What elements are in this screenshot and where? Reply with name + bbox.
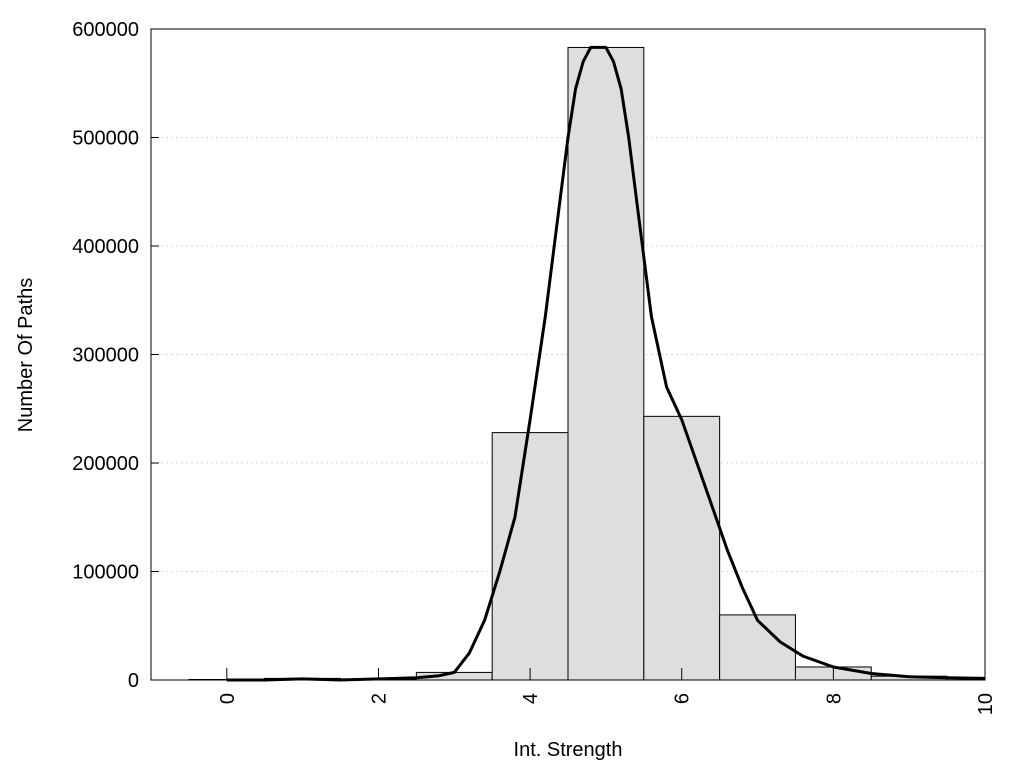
x-tick-label: 6 bbox=[672, 693, 694, 704]
y-tick-label: 600000 bbox=[72, 19, 139, 41]
y-tick-label: 500000 bbox=[72, 128, 139, 150]
x-tick-label: 4 bbox=[520, 693, 542, 704]
histogram-bar bbox=[491, 432, 569, 681]
x-tick-label: 8 bbox=[823, 693, 845, 704]
x-tick-label: 0 bbox=[217, 693, 239, 704]
y-axis-ticks: 0 100000 200000 300000 400000 500000 600000 bbox=[72, 19, 159, 692]
histogram-bar bbox=[567, 46, 645, 681]
y-tick-label: 300000 bbox=[72, 345, 139, 367]
y-axis-title: Number Of Paths bbox=[15, 278, 37, 433]
y-tick-label: 0 bbox=[128, 670, 139, 692]
y-tick-label: 400000 bbox=[72, 236, 139, 258]
density-curve bbox=[226, 45, 986, 682]
x-axis-title: Int. Strength bbox=[514, 739, 623, 761]
histogram-bars bbox=[188, 46, 986, 681]
x-tick-label: 2 bbox=[368, 693, 390, 704]
y-tick-label: 100000 bbox=[72, 562, 139, 584]
x-tick-label: 10 bbox=[975, 693, 997, 715]
y-tick-label: 200000 bbox=[72, 453, 139, 475]
histogram-bar bbox=[719, 614, 796, 681]
x-axis-ticks: 0 2 4 6 8 10 bbox=[217, 668, 997, 715]
density-curve-layer bbox=[226, 45, 986, 682]
histogram-bar bbox=[643, 415, 721, 681]
